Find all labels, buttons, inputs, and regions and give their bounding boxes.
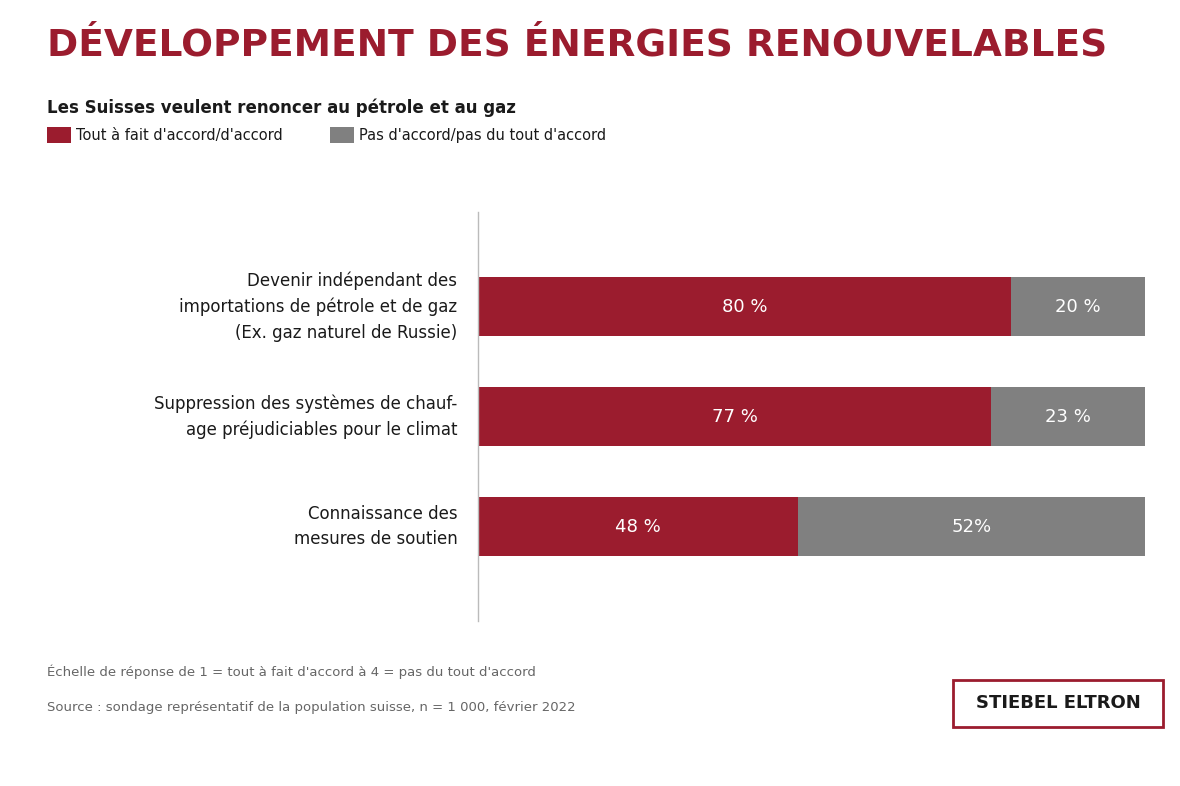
Bar: [478, 497, 798, 556]
Text: DÉVELOPPEMENT DES ÉNERGIES RENOUVELABLES: DÉVELOPPEMENT DES ÉNERGIES RENOUVELABLES: [47, 28, 1108, 64]
Text: Devenir indépendant des
importations de pétrole et de gaz
(Ex. gaz naturel de Ru: Devenir indépendant des importations de …: [179, 271, 458, 342]
Bar: [991, 387, 1145, 446]
Text: 20 %: 20 %: [1055, 298, 1101, 315]
Text: 48 %: 48 %: [615, 518, 661, 535]
Bar: [798, 497, 1145, 556]
Bar: [478, 387, 991, 446]
Text: Échelle de réponse de 1 = tout à fait d'accord à 4 = pas du tout d'accord: Échelle de réponse de 1 = tout à fait d'…: [47, 664, 536, 678]
Text: Connaissance des
mesures de soutien: Connaissance des mesures de soutien: [294, 505, 458, 549]
Bar: [478, 277, 1011, 336]
Text: Source : sondage représentatif de la population suisse, n = 1 000, février 2022: Source : sondage représentatif de la pop…: [47, 701, 576, 714]
Text: Pas d'accord/pas du tout d'accord: Pas d'accord/pas du tout d'accord: [359, 127, 605, 143]
Text: 52%: 52%: [951, 518, 991, 535]
Bar: [1011, 277, 1145, 336]
Text: Tout à fait d'accord/d'accord: Tout à fait d'accord/d'accord: [76, 127, 282, 143]
Text: 80 %: 80 %: [722, 298, 767, 315]
Text: 23 %: 23 %: [1045, 408, 1090, 425]
Text: Suppression des systèmes de chauf-
age préjudiciables pour le climat: Suppression des systèmes de chauf- age p…: [155, 394, 458, 439]
Text: Les Suisses veulent renoncer au pétrole et au gaz: Les Suisses veulent renoncer au pétrole …: [47, 98, 516, 117]
Text: STIEBEL ELTRON: STIEBEL ELTRON: [976, 695, 1141, 712]
Text: 77 %: 77 %: [712, 408, 758, 425]
